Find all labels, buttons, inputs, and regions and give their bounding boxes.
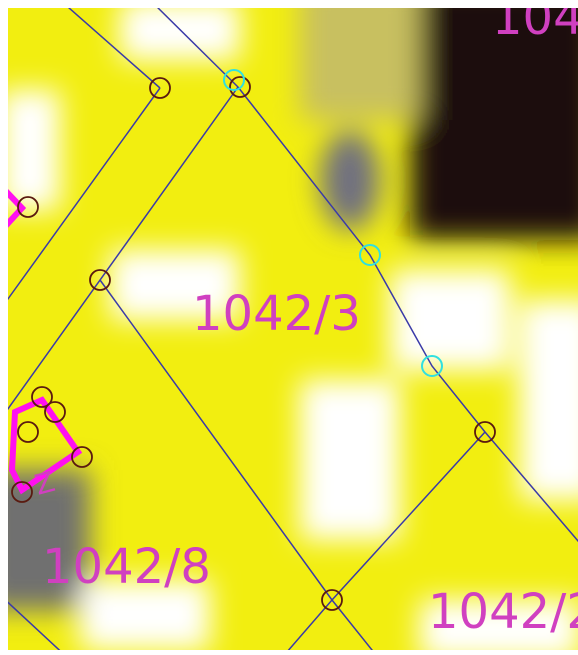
- map-area: 1042/3 1042/8 1042/2 1040 Z: [0, 0, 578, 655]
- parcel-label: 1042/2: [428, 584, 578, 640]
- page: 1042/3 1042/8 1042/2 1040 Z (() => { con…: [0, 0, 578, 655]
- parcel-label: 1042/3: [192, 286, 361, 342]
- map: 1042/3 1042/8 1042/2 1040 Z: [0, 0, 578, 655]
- parcel-label: 1042/8: [42, 539, 211, 595]
- parcel-label: 1040: [492, 0, 578, 46]
